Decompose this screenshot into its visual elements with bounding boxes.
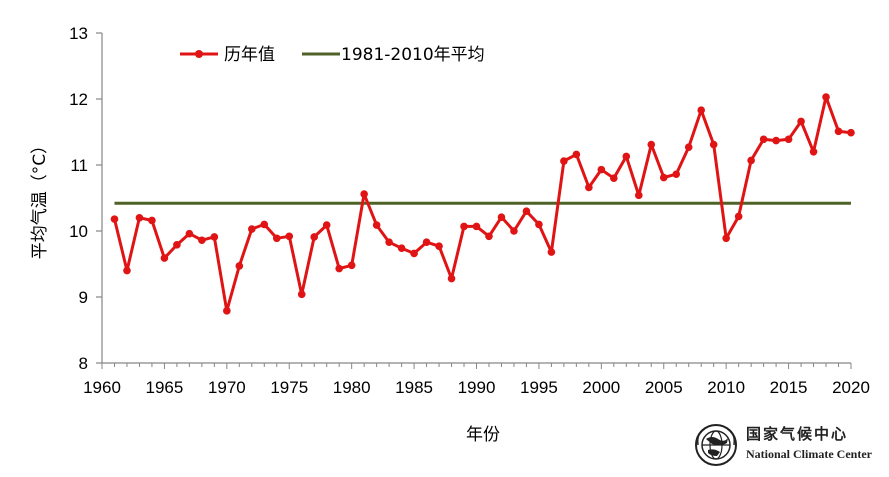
data-point	[535, 220, 543, 229]
legend-label-baseline: 1981-2010年平均	[341, 45, 485, 65]
y-tick-label: 13	[69, 24, 88, 43]
x-tick-label: 1980	[333, 378, 371, 397]
annual-series-line	[113, 95, 852, 313]
data-point	[173, 241, 181, 249]
x-tick-label: 1990	[458, 378, 496, 397]
data-point	[585, 183, 593, 192]
national-climate-center-logo: 国家气候中心 National Climate Center	[694, 423, 872, 467]
x-tick-label: 2015	[770, 378, 808, 397]
data-point	[485, 232, 493, 241]
data-point	[435, 242, 443, 250]
data-point	[634, 191, 643, 200]
data-point	[460, 222, 468, 231]
data-point	[797, 117, 805, 126]
data-point	[684, 143, 693, 151]
data-point	[759, 135, 768, 144]
data-point	[422, 238, 431, 247]
data-point	[784, 135, 793, 144]
data-point	[335, 264, 343, 273]
data-point	[472, 222, 481, 231]
legend-marker-annual	[195, 50, 203, 58]
data-point	[547, 248, 556, 256]
logo-name-en: National Climate Center	[746, 447, 872, 461]
data-point	[135, 214, 144, 222]
data-point	[610, 174, 618, 182]
data-point	[809, 148, 818, 156]
data-point	[160, 254, 169, 262]
x-tick-label: 2000	[582, 378, 620, 397]
data-point	[447, 274, 456, 283]
data-point	[322, 221, 331, 229]
legend: 历年值 1981-2010年平均	[180, 45, 485, 65]
data-point	[672, 170, 681, 179]
data-point	[248, 225, 256, 233]
legend-label-annual: 历年值	[224, 45, 275, 65]
data-point	[210, 233, 219, 241]
data-point	[647, 140, 656, 149]
data-point	[198, 236, 206, 245]
data-point	[772, 136, 780, 145]
y-tick-label: 9	[79, 288, 88, 307]
axes: 8 9 10 11 12 13 1960 1965 1970 1975 1980 1985 1990 19…	[69, 24, 870, 397]
data-point	[847, 128, 855, 137]
data-point	[510, 227, 518, 235]
data-point	[185, 229, 194, 238]
data-point	[709, 140, 718, 149]
data-point	[659, 173, 668, 182]
x-tick-label: 2010	[707, 378, 745, 397]
data-point	[223, 307, 231, 315]
y-tick-label: 12	[69, 90, 88, 109]
globe-emblem-icon	[695, 424, 737, 466]
data-point	[822, 93, 830, 101]
x-tick-label: 1995	[520, 378, 558, 397]
x-tick-label: 1970	[208, 378, 246, 397]
data-point	[310, 233, 319, 241]
data-point	[747, 156, 755, 165]
data-point	[385, 238, 393, 247]
x-tick-label: 1960	[83, 378, 121, 397]
data-point	[497, 213, 506, 221]
x-tick-label: 1975	[270, 378, 308, 397]
data-point	[235, 262, 244, 270]
data-point	[597, 165, 606, 174]
data-point	[372, 221, 381, 229]
logo-name-cn: 国家气候中心	[746, 425, 849, 443]
data-point	[260, 220, 269, 229]
y-tick-label: 11	[70, 156, 88, 175]
x-axis-title: 年份	[466, 425, 500, 445]
data-point	[285, 232, 294, 241]
data-point	[272, 234, 281, 243]
x-tick-label: 1965	[146, 378, 184, 397]
data-point	[347, 261, 356, 270]
x-tick-label: 1985	[395, 378, 433, 397]
data-point	[734, 212, 743, 221]
data-point	[522, 207, 531, 215]
data-point	[148, 216, 156, 225]
data-point	[722, 234, 730, 243]
y-axis-title: 平均气温（°C）	[30, 137, 50, 259]
data-point	[360, 190, 368, 198]
data-point	[697, 106, 705, 115]
data-point	[560, 157, 568, 165]
y-tick-label: 10	[69, 222, 88, 241]
data-point	[123, 266, 131, 275]
series-annual-values	[110, 93, 855, 315]
data-point	[410, 249, 418, 258]
x-tick-label: 2020	[832, 378, 870, 397]
x-tick-label: 2005	[645, 378, 683, 397]
data-point	[110, 215, 119, 223]
y-tick-label: 8	[79, 354, 88, 373]
data-point	[834, 127, 843, 136]
data-point	[297, 290, 306, 299]
data-point	[397, 244, 406, 252]
data-point	[572, 150, 581, 159]
data-point	[622, 152, 631, 161]
